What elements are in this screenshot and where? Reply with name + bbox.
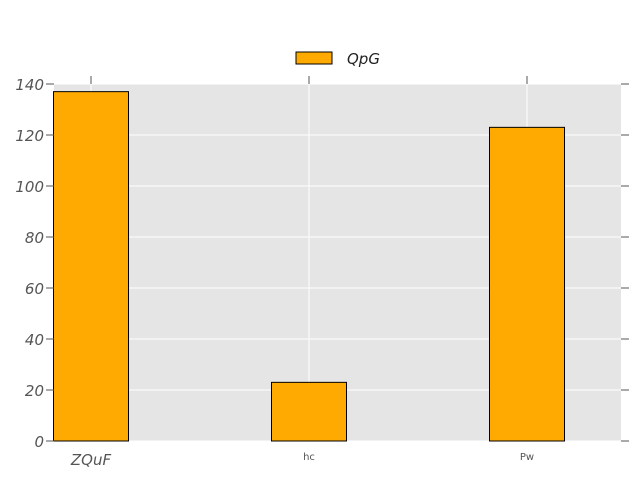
x-tick-label: ZQuF (70, 451, 112, 469)
bar-hc (271, 381, 347, 442)
y-tick-label: 100 (15, 178, 44, 196)
y-tick-label: 40 (25, 331, 44, 349)
x-tick-label: hc (303, 452, 315, 463)
y-tick-label: 20 (25, 382, 44, 400)
y-tick-label: 80 (25, 229, 44, 247)
y-tick-label: 60 (25, 280, 44, 298)
legend-label: QpG (347, 50, 380, 68)
y-axis: 0 20 40 60 80 100 120 140 (15, 76, 629, 451)
legend-swatch (295, 51, 333, 65)
x-axis: ZQuF hc Pw (70, 76, 534, 469)
bar-ZQuF (53, 91, 129, 442)
x-tick-label: Pw (520, 452, 534, 463)
bars (53, 91, 565, 442)
legend: QpG (295, 50, 380, 68)
y-tick-label: 140 (15, 76, 44, 94)
y-tick-label: 0 (34, 433, 44, 451)
y-tick-label: 120 (15, 127, 44, 145)
bar-Pw (489, 126, 565, 442)
